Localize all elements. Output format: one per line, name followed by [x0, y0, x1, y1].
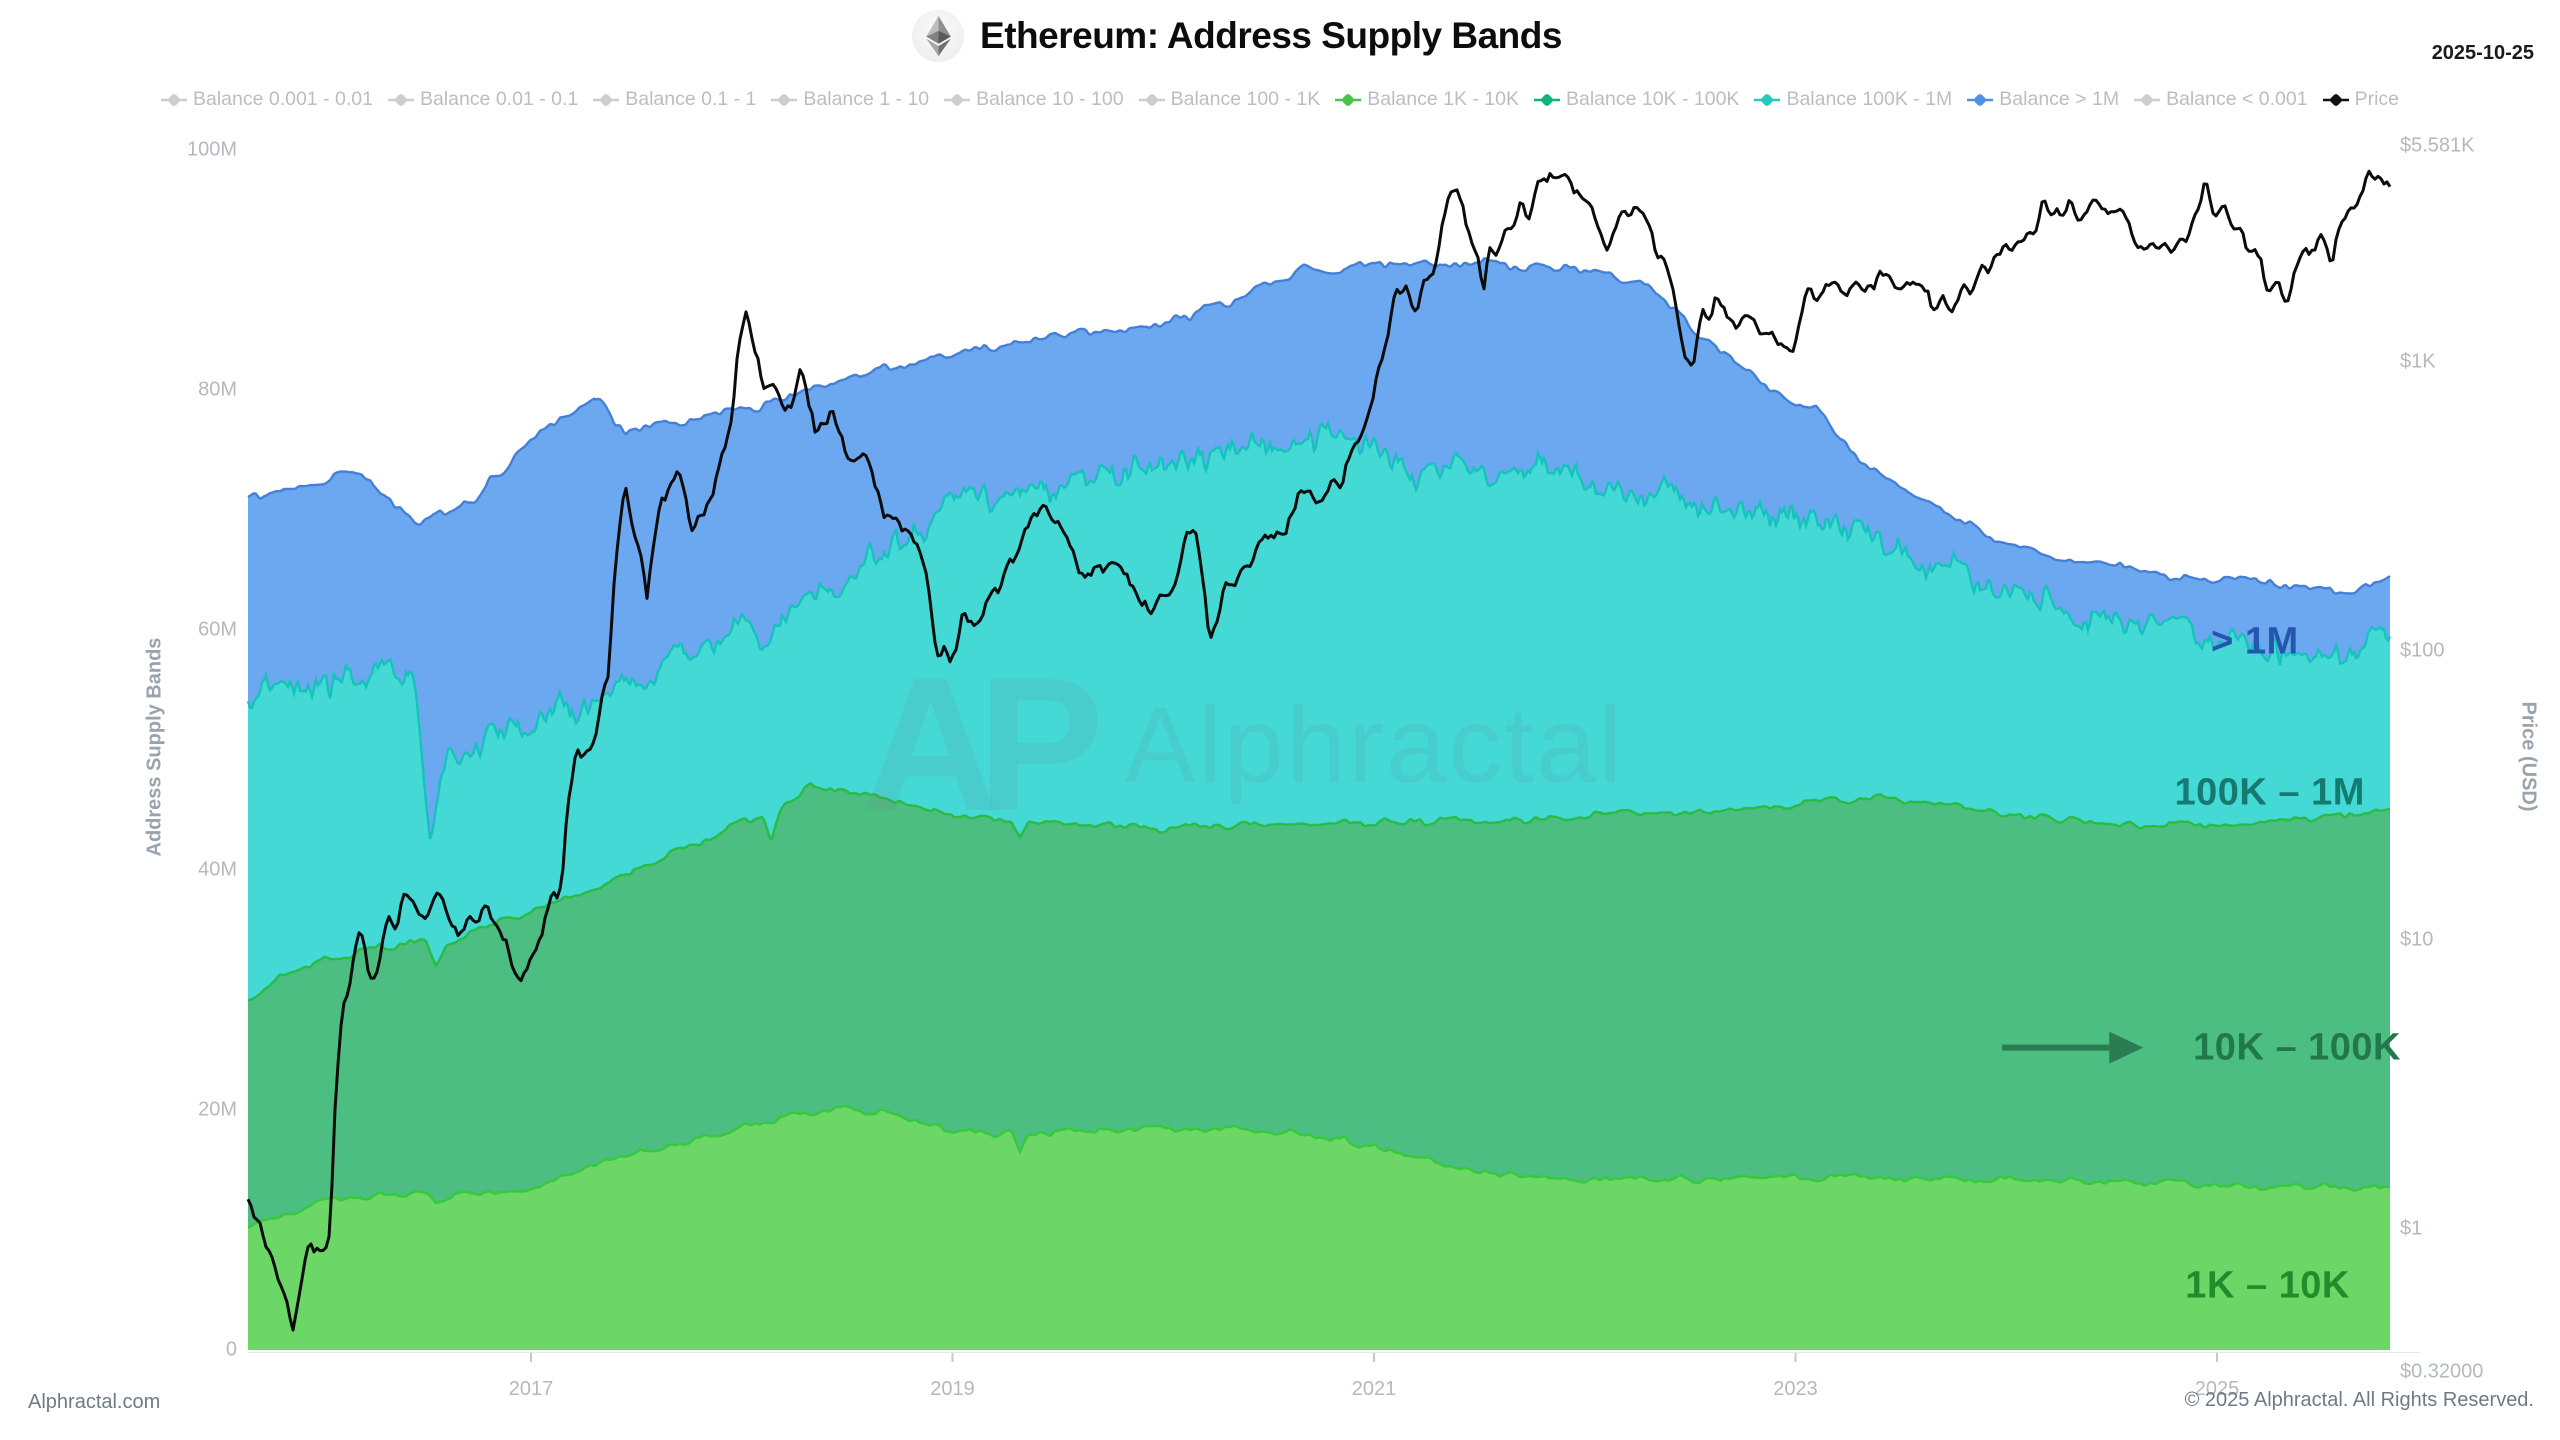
legend-item-label: Balance 100K - 1M [1786, 88, 1953, 110]
x-axis-tick-label: 2021 [1351, 1378, 1397, 1400]
legend-item-balance-0-1-1[interactable]: Balance 0.1 - 1 [593, 88, 756, 111]
legend-marker-icon [771, 93, 798, 106]
legend-item-label: Balance > 1M [1999, 88, 2120, 110]
band-area-balance-1m [248, 258, 2390, 839]
report-date: 2025-10-25 [2431, 42, 2534, 64]
y-axis-right-tick-label: $10 [2400, 928, 2434, 951]
y-axis-left-tick-label: 100M [186, 138, 237, 161]
band-edge-balance-10k-100k [247, 782, 2391, 1002]
legend-item-balance-10k-100k[interactable]: Balance 10K - 100K [1533, 88, 1740, 111]
band-annotation: 100K – 1M [2174, 771, 2365, 814]
legend-item-label: Balance 0.1 - 1 [625, 88, 757, 110]
legend-item-label: Balance 1 - 10 [803, 88, 930, 110]
legend-item-label: Balance 10 - 100 [976, 88, 1124, 110]
x-axis-tick-label: 2019 [930, 1378, 975, 1400]
legend-item-balance-10-100[interactable]: Balance 10 - 100 [944, 88, 1124, 111]
legend-marker-icon [944, 93, 971, 106]
y-axis-right-tick-label: $100 [2400, 639, 2445, 662]
band-area-balance-10k-100k [248, 783, 2390, 1228]
band-edge-balance-1k-10k [247, 1104, 2391, 1229]
legend-marker-icon [593, 93, 620, 106]
right-axis-title: Price (USD) [2517, 701, 2540, 812]
footer-copyright: © 2025 Alphractal. All Rights Reserved. [2184, 1389, 2534, 1411]
ethereum-icon [912, 10, 965, 62]
legend-marker-icon [1967, 93, 1994, 106]
legend-item-label: Balance 10K - 100K [1565, 88, 1740, 110]
y-axis-left-tick-label: 80M [198, 378, 237, 401]
y-axis-right-tick-label: $0.32000 [2400, 1360, 2484, 1383]
legend-item-label: Balance 0.001 - 0.01 [192, 88, 373, 110]
legend-item-balance-100k-1m[interactable]: Balance 100K - 1M [1754, 88, 1952, 111]
price-line [246, 169, 2392, 1332]
y-axis-left-tick-label: 0 [225, 1338, 237, 1361]
legend-item-price[interactable]: Price [2322, 88, 2400, 111]
y-axis-right-tick-label: $1K [2400, 350, 2436, 373]
footer-site-label: Alphractal.com [28, 1391, 161, 1413]
legend-item-label: Balance 100 - 1K [1170, 88, 1321, 110]
x-axis-tick-label: 2023 [1773, 1378, 1818, 1400]
y-axis-left-tick-label: 60M [198, 618, 237, 641]
y-axis-right-tick-label: $5.581K [2400, 134, 2475, 157]
chart-legend: Balance 0.001 - 0.01 Balance 0.01 - 0.1 Ba… [0, 88, 2560, 111]
x-axis-line [248, 1352, 2420, 1353]
band-annotation: > 1M [2211, 620, 2299, 663]
legend-marker-icon [1335, 93, 1362, 106]
x-axis-tick-label: 2017 [508, 1378, 554, 1400]
band-annotation: 10K – 100K [2193, 1026, 2401, 1069]
band-edge-balance-100k-1m [246, 419, 2392, 840]
legend-marker-icon [2134, 93, 2161, 106]
y-axis-right-tick-label: $1 [2400, 1217, 2423, 1240]
legend-item-balance-0-001-0-01[interactable]: Balance 0.001 - 0.01 [160, 88, 373, 111]
legend-item-balance-0-01-0-1[interactable]: Balance 0.01 - 0.1 [387, 88, 579, 111]
legend-item-balance-1m[interactable]: Balance > 1M [1967, 88, 2119, 111]
legend-marker-icon [1754, 93, 1781, 106]
legend-item-balance-100-1k[interactable]: Balance 100 - 1K [1138, 88, 1321, 111]
y-axis-left-tick-label: 40M [198, 858, 237, 881]
page-header: Ethereum: Address Supply Bands [912, 10, 1562, 62]
legend-item-label: Price [2354, 88, 2400, 110]
legend-marker-icon [1138, 93, 1165, 106]
legend-marker-icon [387, 93, 414, 106]
x-axis-tick-label: 2025 [2194, 1378, 2240, 1400]
legend-item-label: Balance < 0.001 [2166, 88, 2308, 110]
y-axis-left-tick-label: 20M [198, 1098, 237, 1121]
page-title: Ethereum: Address Supply Bands [980, 15, 1562, 56]
legend-item-balance-1-10[interactable]: Balance 1 - 10 [771, 88, 929, 111]
legend-marker-icon [160, 93, 187, 106]
legend-marker-icon [1533, 93, 1560, 106]
legend-item-label: Balance 1K - 10K [1367, 88, 1519, 110]
legend-item-balance-0-001[interactable]: Balance < 0.001 [2134, 88, 2308, 111]
left-axis-title: Address Supply Bands [143, 637, 166, 857]
band-annotation: 1K – 10K [2185, 1264, 2350, 1307]
legend-item-balance-1k-10k[interactable]: Balance 1K - 10K [1335, 88, 1519, 111]
band-edge-balance-1m [247, 257, 2391, 595]
legend-marker-icon [2322, 93, 2349, 106]
band-area-balance-100k-1m [248, 423, 2390, 1001]
band-area-balance-1k-10k [248, 1106, 2390, 1350]
annotation-arrowhead-icon [2109, 1031, 2144, 1064]
legend-item-label: Balance 0.01 - 0.1 [419, 88, 579, 110]
